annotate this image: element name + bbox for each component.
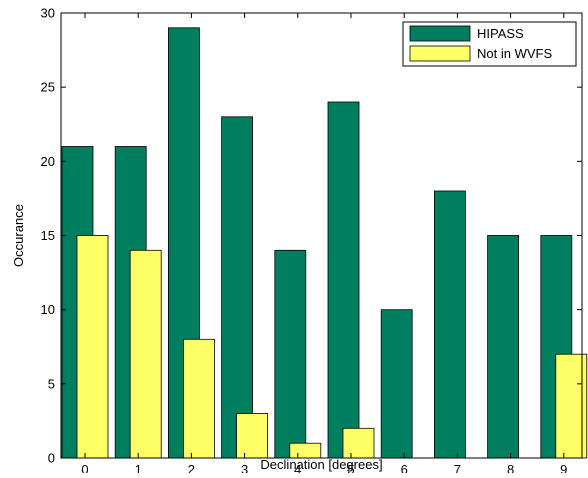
- bar-not-in-wvfs-0: [77, 236, 108, 459]
- x-tick-label-9: 9: [560, 462, 567, 473]
- y-tick-label-0: 0: [48, 451, 55, 466]
- bar-not-in-wvfs-5: [343, 428, 374, 458]
- y-tick-label-10: 10: [41, 302, 55, 317]
- bar-hipass-8: [488, 236, 519, 459]
- x-tick-label-2: 2: [188, 462, 195, 473]
- bar-hipass-5: [328, 102, 359, 458]
- bar-not-in-wvfs-1: [130, 250, 161, 458]
- y-tick-label-25: 25: [41, 80, 55, 95]
- bar-not-in-wvfs-3: [237, 414, 268, 459]
- x-tick-label-7: 7: [454, 462, 461, 473]
- legend-label-not-in-wvfs: Not in WVFS: [477, 46, 552, 61]
- x-tick-label-1: 1: [135, 462, 142, 473]
- bar-not-in-wvfs-4: [290, 443, 321, 458]
- y-tick-label-20: 20: [41, 154, 55, 169]
- bar-hipass-3: [222, 117, 253, 458]
- x-tick-label-8: 8: [507, 462, 514, 473]
- bar-hipass-6: [381, 310, 412, 458]
- y-tick-label-5: 5: [48, 376, 55, 391]
- x-tick-label-3: 3: [241, 462, 248, 473]
- legend-swatch-hipass: [410, 26, 470, 41]
- x-tick-label-0: 0: [81, 462, 88, 473]
- legend: HIPASS Not in WVFS: [403, 22, 576, 66]
- bar-hipass-4: [275, 250, 306, 458]
- y-axis-label: Occurance: [11, 204, 26, 267]
- y-tick-label-30: 30: [41, 6, 55, 21]
- x-axis-label: Declination [degrees]: [260, 457, 382, 472]
- legend-swatch-not-in-wvfs: [410, 46, 470, 61]
- legend-label-hipass: HIPASS: [477, 26, 524, 41]
- y-tick-label-15: 15: [41, 228, 55, 243]
- x-tick-label-6: 6: [401, 462, 408, 473]
- bar-hipass-7: [434, 191, 465, 458]
- bar-not-in-wvfs-2: [183, 339, 214, 458]
